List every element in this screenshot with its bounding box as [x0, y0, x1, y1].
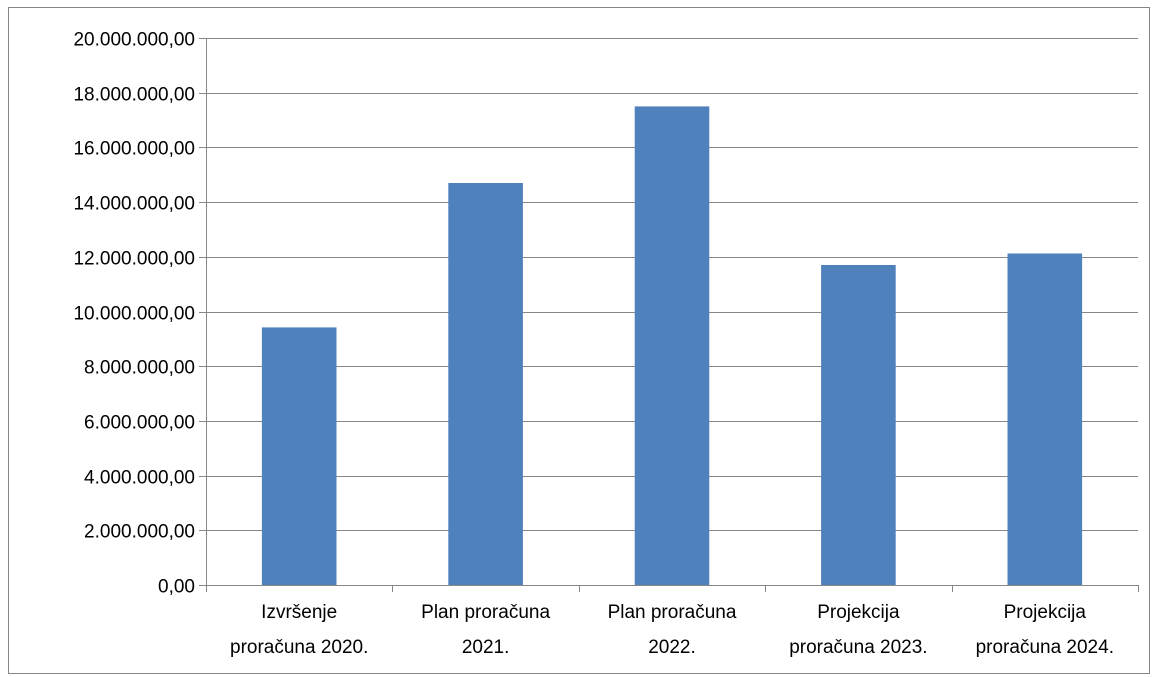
- y-tick-label: 16.000.000,00: [73, 139, 195, 160]
- x-category-label: Izvršenje: [261, 602, 337, 623]
- y-tick-label: 12.000.000,00: [73, 249, 195, 270]
- bar: [821, 265, 896, 585]
- x-category-label: 2021.: [462, 637, 510, 658]
- y-tick-label: 4.000.000,00: [84, 468, 195, 489]
- y-tick-label: 20.000.000,00: [73, 30, 195, 51]
- x-category-label: proračuna 2020.: [230, 637, 368, 658]
- x-category-label: Projekcija: [1004, 602, 1087, 623]
- x-category-label: proračuna 2023.: [789, 637, 927, 658]
- y-tick-label: 2.000.000,00: [84, 522, 195, 543]
- x-category-label: Plan proračuna: [608, 602, 737, 623]
- y-tick-label: 0,00: [158, 577, 195, 598]
- x-category-label: Projekcija: [817, 602, 900, 623]
- bar: [448, 183, 523, 585]
- y-tick-label: 14.000.000,00: [73, 194, 195, 215]
- y-tick-label: 6.000.000,00: [84, 413, 195, 434]
- y-tick-label: 10.000.000,00: [73, 304, 195, 325]
- bar: [1007, 253, 1083, 585]
- chart-frame: [8, 7, 1150, 674]
- y-tick-label: 18.000.000,00: [73, 85, 195, 106]
- y-tick-label: 8.000.000,00: [84, 358, 195, 379]
- bar: [261, 327, 337, 585]
- x-category-label: 2022.: [648, 637, 696, 658]
- x-category-label: proračuna 2024.: [976, 637, 1114, 658]
- bar: [634, 106, 710, 586]
- x-category-label: Plan proračuna: [421, 602, 550, 623]
